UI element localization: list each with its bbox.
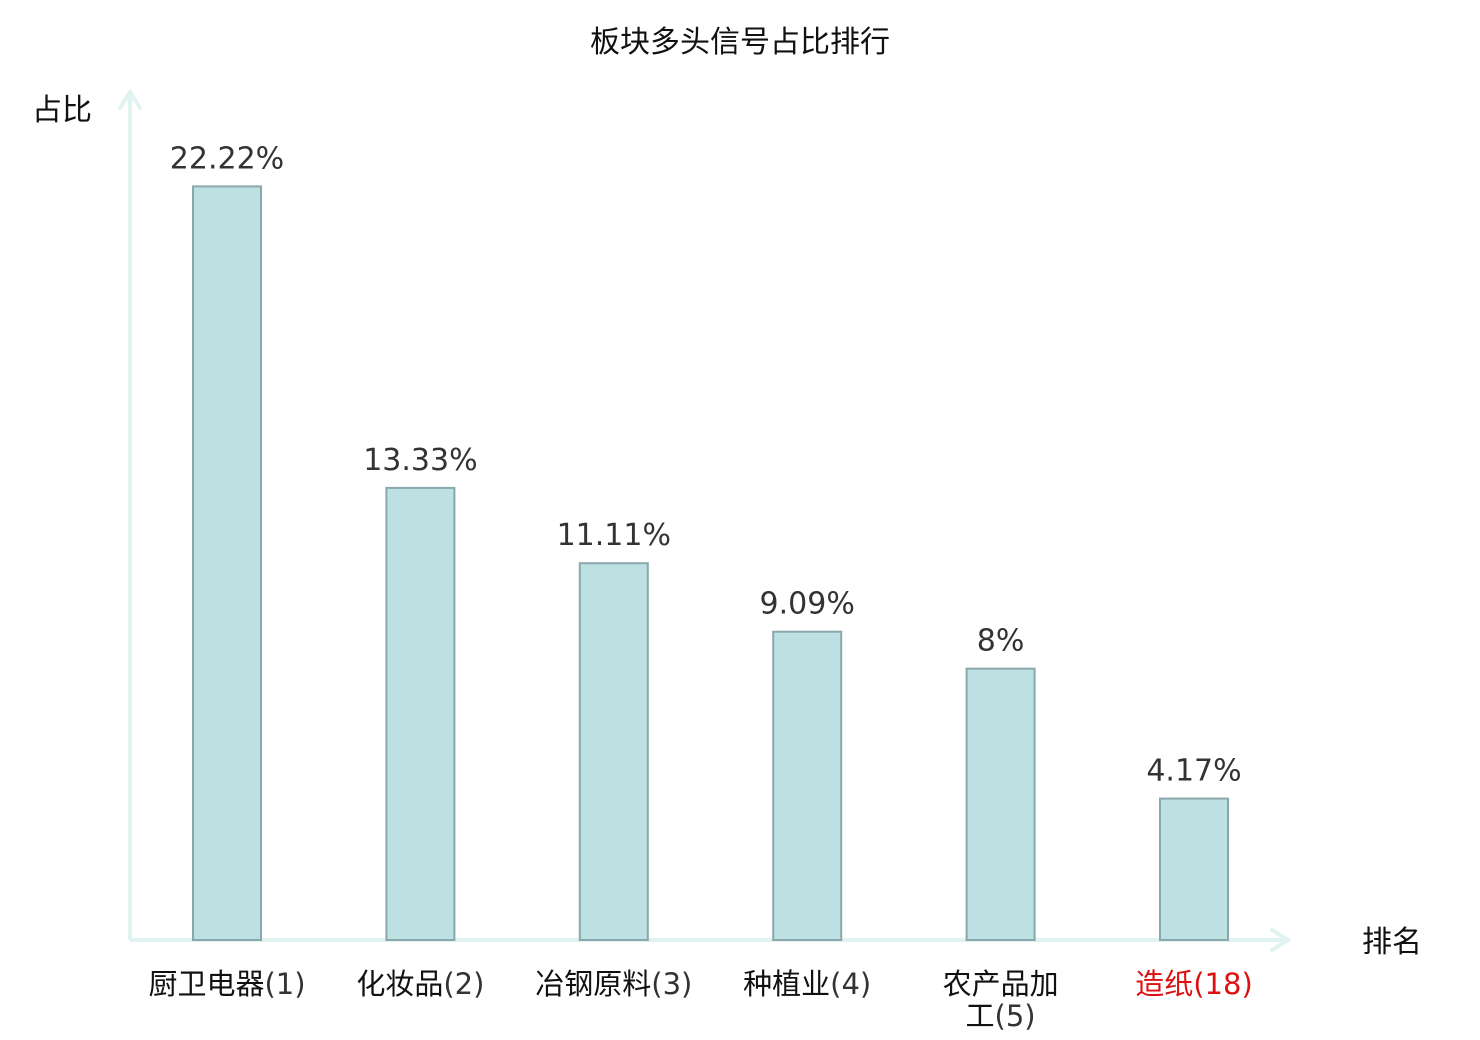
tick-label: 农产品加 [943, 967, 1059, 1001]
tick-label: 厨卫电器(1) [148, 967, 305, 1001]
x-axis-arrow-icon [1270, 928, 1292, 952]
data-label: 13.33% [363, 443, 477, 478]
bar [192, 185, 262, 942]
bar [772, 630, 843, 941]
value-labels-group: 22.22% 13.33% 11.11% 9.09% 8% 4.17% [170, 141, 1242, 788]
y-axis-arrow-icon [118, 88, 142, 110]
x-axis-label: 排名 [1362, 925, 1422, 960]
data-label: 4.17% [1146, 754, 1241, 789]
tick-label: 造纸(18) [1135, 967, 1253, 1001]
tick-label: 冶钢原料(3) [535, 967, 692, 1001]
tick-label: 种植业(4) [743, 967, 871, 1001]
tick-label: 工(5) [966, 999, 1036, 1033]
bar [1159, 797, 1229, 941]
bar [385, 486, 456, 941]
data-label: 9.09% [760, 587, 855, 622]
axes [118, 88, 1292, 952]
chart-title: 板块多头信号占比排行 [590, 25, 890, 60]
bars-group [192, 185, 1229, 942]
data-label: 11.11% [557, 518, 671, 553]
y-axis-label: 占比 [32, 93, 92, 128]
bar [578, 562, 649, 942]
bar [965, 667, 1036, 941]
data-label: 8% [977, 624, 1025, 659]
data-label: 22.22% [170, 141, 284, 176]
tick-label: 化妆品(2) [356, 967, 484, 1001]
